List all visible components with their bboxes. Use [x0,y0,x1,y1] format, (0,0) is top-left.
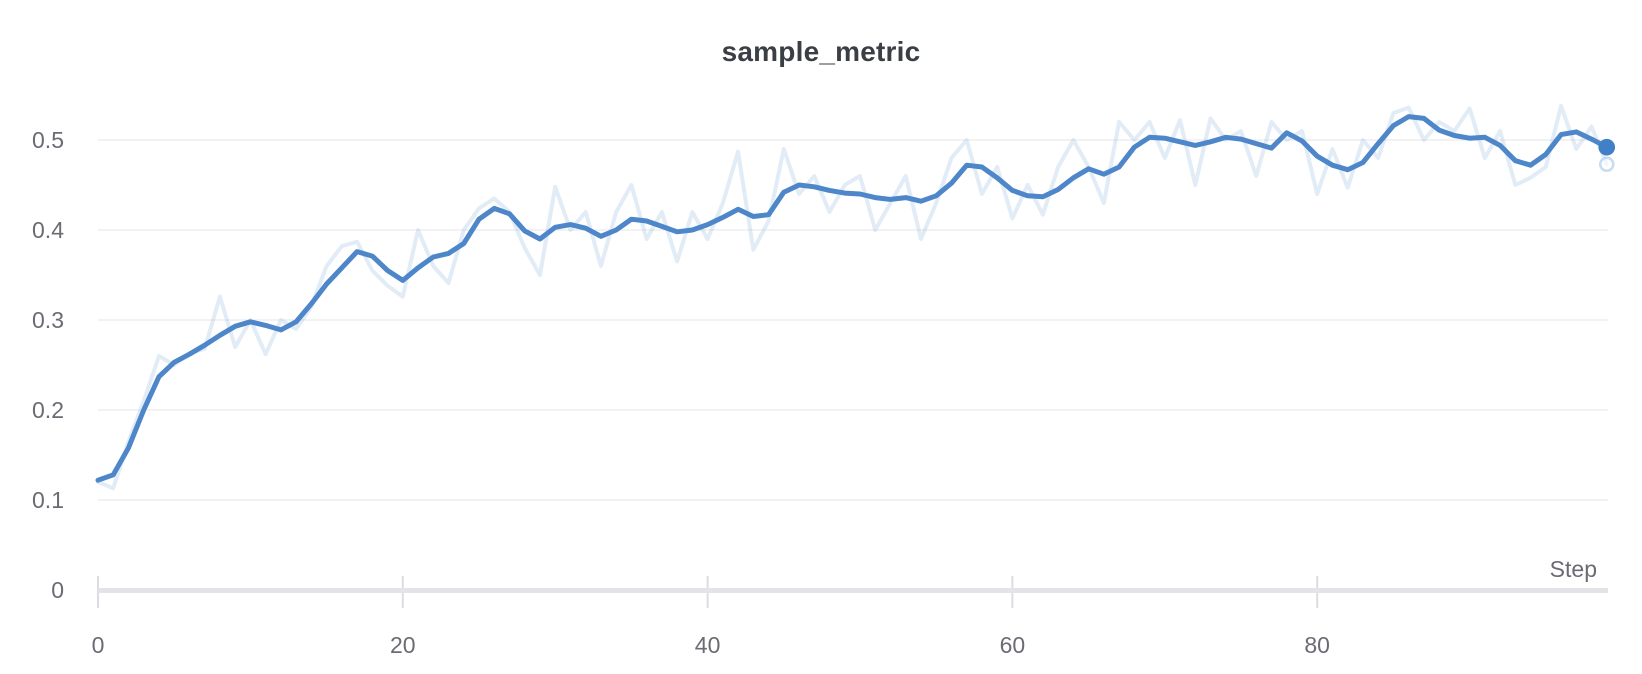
y-axis-labels: 0 0.1 0.2 0.3 0.4 0.5 [32,127,64,603]
y-tick-label: 0.1 [32,487,64,513]
x-tick-label: 40 [695,632,721,658]
gridlines [98,139,1608,501]
x-tick-label: 0 [92,632,105,658]
raw-line [96,103,1609,491]
x-tick-label: 80 [1304,632,1330,658]
panel-title: sample_metric [721,36,921,67]
x-axis-labels: 0 20 40 60 80 [92,632,1330,658]
y-tick-label: 0.2 [32,397,64,423]
x-axis-line [98,588,1608,593]
x-tick-label: 20 [390,632,416,658]
series-lines [95,103,1610,491]
last-point-marker [1598,138,1616,156]
y-tick-label: 0.4 [32,217,64,243]
smoothed-line [95,114,1610,483]
end-markers [1598,138,1616,173]
last-point-marker-raw [1599,156,1615,173]
y-tick-label: 0.3 [32,307,64,333]
y-tick-label: 0.5 [32,127,64,153]
x-axis-title: Step [1550,556,1597,582]
y-tick-label: 0 [51,577,64,603]
x-tick-label: 60 [1000,632,1026,658]
